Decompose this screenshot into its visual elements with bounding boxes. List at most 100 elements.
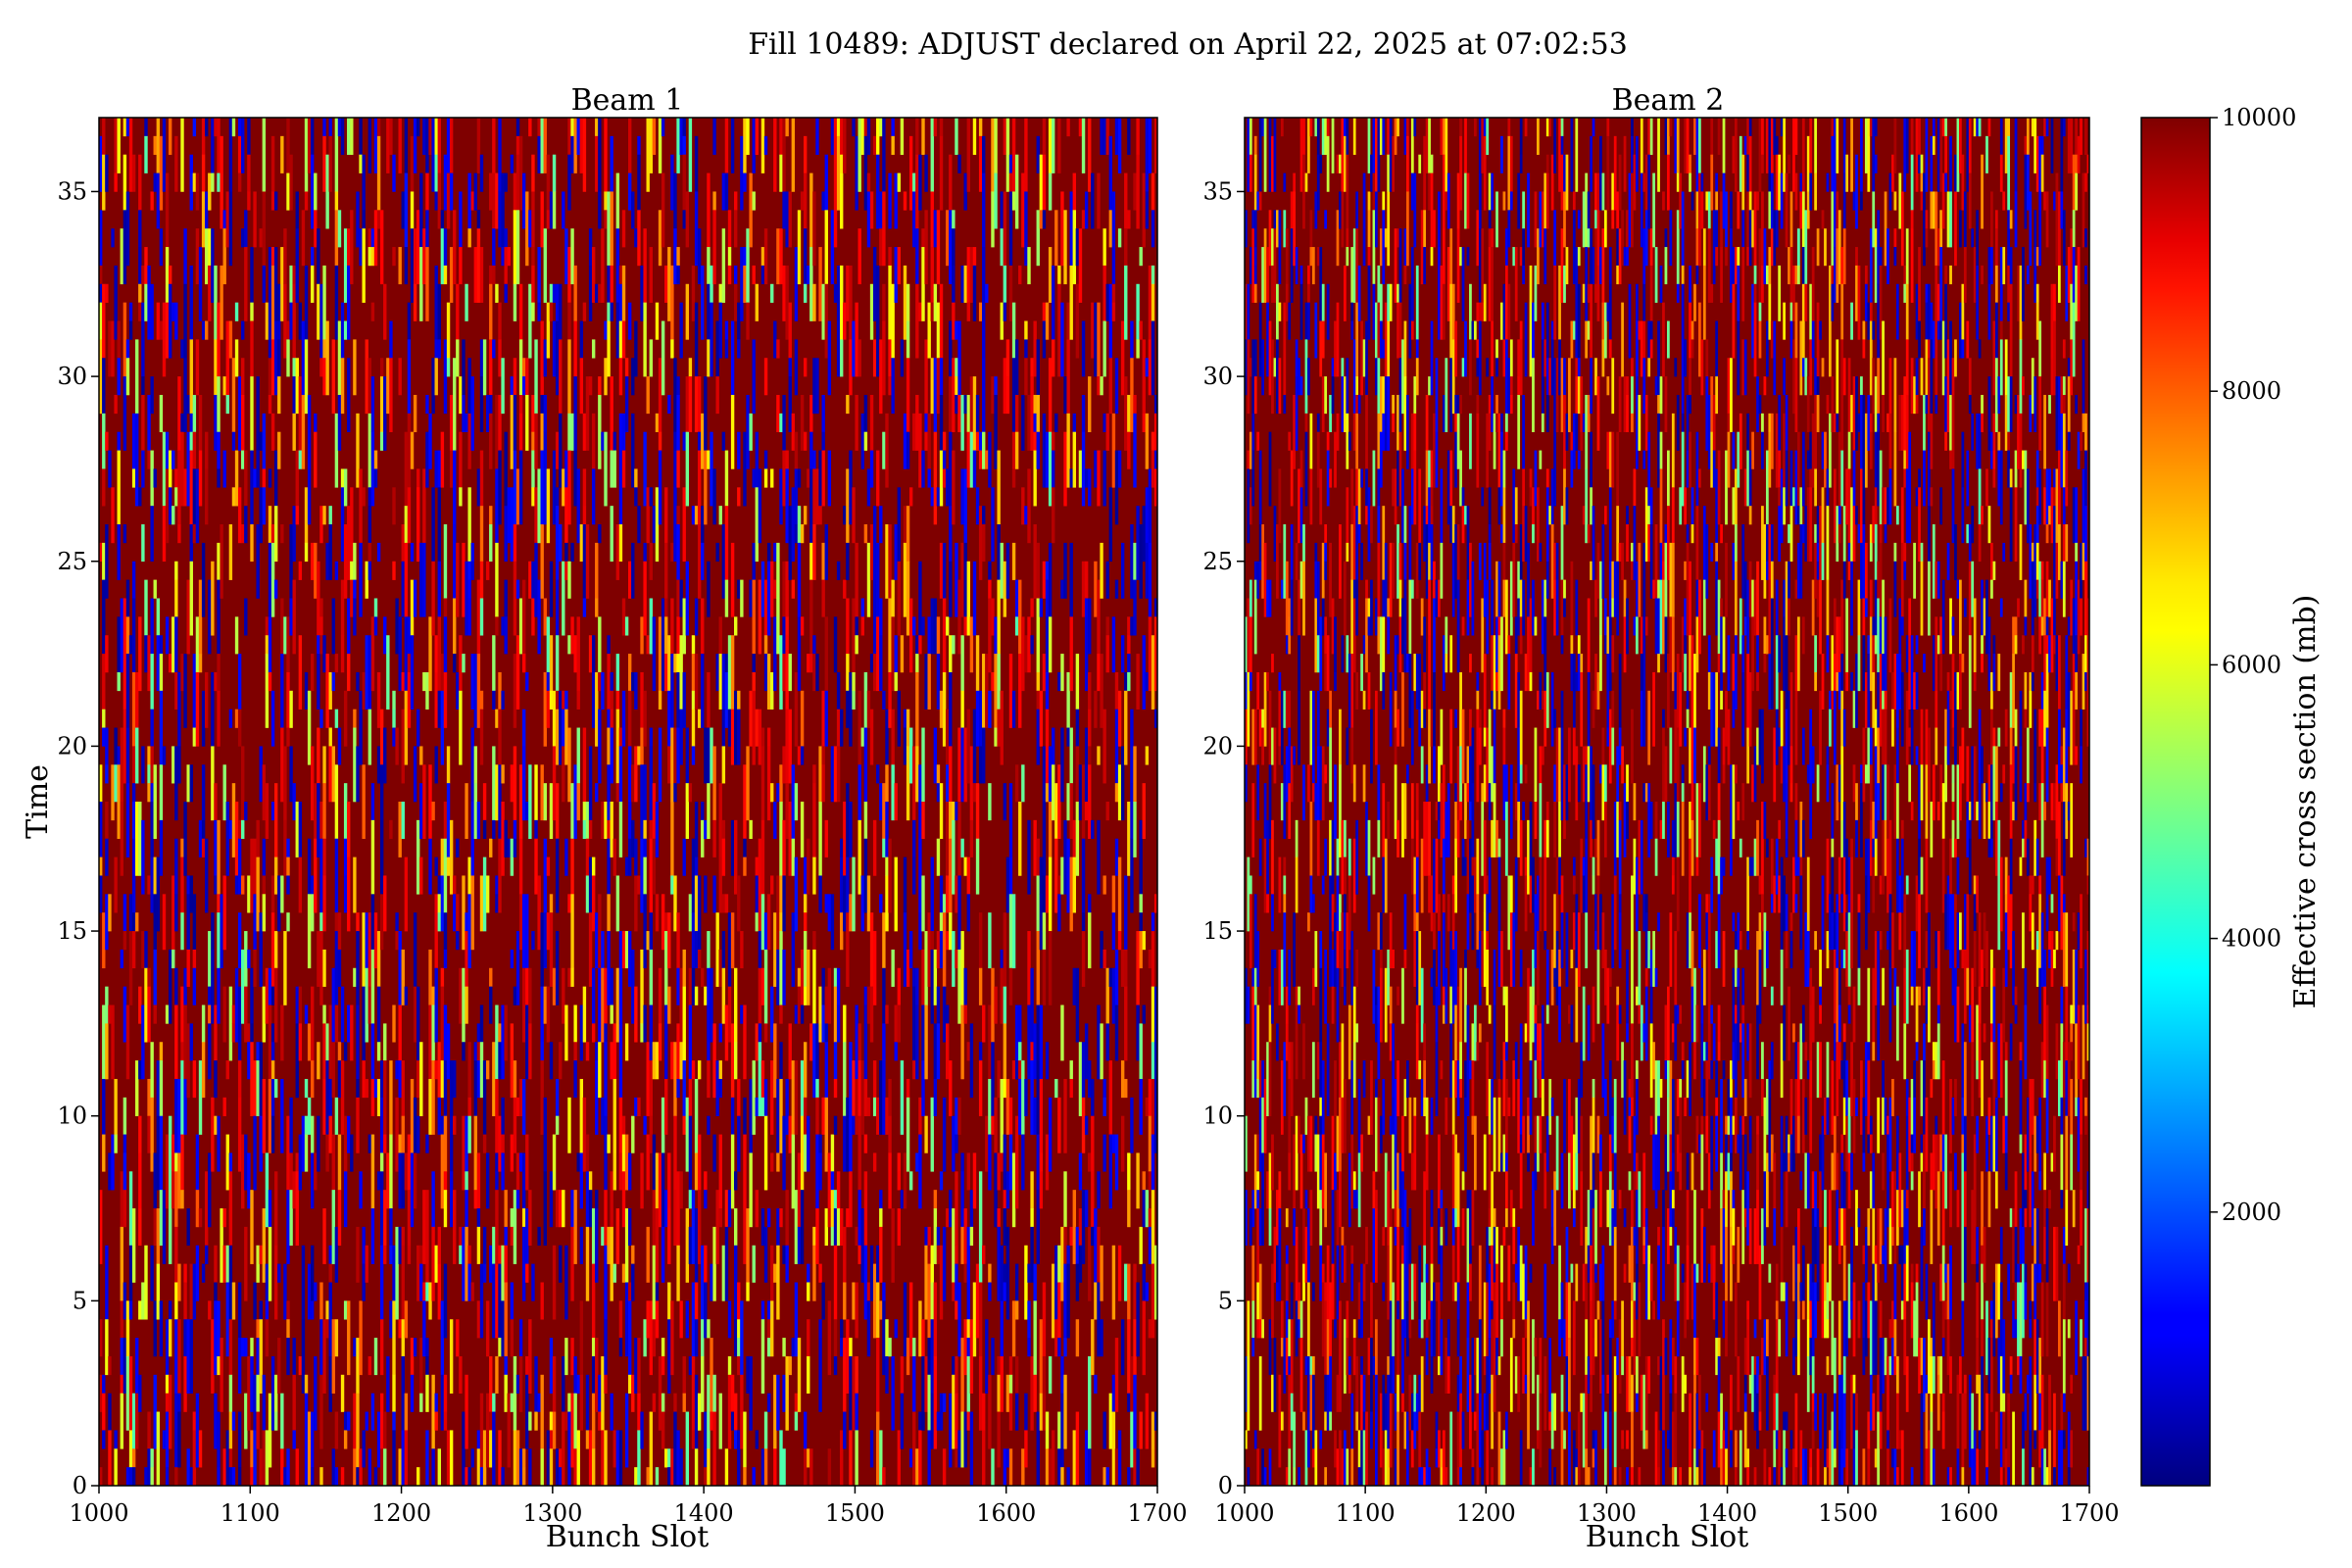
heatmap-cell: [855, 1393, 858, 1431]
heatmap-cell: [286, 172, 290, 211]
heatmap-cell: [525, 1263, 529, 1283]
heatmap-cell: [1314, 1134, 1318, 1172]
heatmap-cell: [518, 1152, 523, 1172]
heatmap-cell: [1324, 1152, 1328, 1228]
heatmap-cell: [102, 1078, 106, 1135]
heatmap-cell: [1278, 302, 1282, 321]
heatmap-cell: [897, 1171, 902, 1191]
heatmap-cell: [189, 413, 193, 432]
heatmap-cell: [410, 1338, 415, 1376]
heatmap-cell: [449, 1115, 454, 1172]
heatmap-cell: [1036, 542, 1040, 599]
heatmap-cell: [177, 524, 181, 544]
heatmap-cell: [1280, 949, 1284, 1005]
heatmap-cell: [906, 283, 910, 321]
heatmap-cell: [543, 1097, 547, 1172]
heatmap-cell: [1355, 579, 1359, 599]
heatmap-cell: [1365, 802, 1368, 876]
heatmap-cell: [1030, 1208, 1034, 1228]
heatmap-cell: [1293, 746, 1297, 765]
heatmap-cell: [1030, 1042, 1034, 1061]
heatmap-cell: [389, 1245, 393, 1264]
heatmap-cell: [624, 1393, 629, 1468]
heatmap-cell: [933, 1023, 938, 1080]
heatmap-cell: [1084, 191, 1089, 229]
heatmap-cell: [637, 875, 641, 895]
heatmap-cell: [1124, 671, 1128, 692]
heatmap-cell: [715, 1060, 719, 1116]
heatmap-cell: [456, 339, 460, 377]
heatmap-cell: [664, 1078, 668, 1135]
heatmap-cell: [128, 1171, 133, 1247]
heatmap-cell: [1288, 727, 1292, 784]
heatmap-cell: [504, 1004, 508, 1061]
heatmap-cell: [1299, 561, 1303, 599]
heatmap-cell: [231, 1004, 236, 1024]
heatmap-cell: [685, 727, 690, 784]
heatmap-cell: [1120, 1115, 1125, 1172]
heatmap-cell: [876, 764, 880, 784]
heatmap-cell: [610, 265, 613, 303]
heatmap-cell: [1120, 635, 1125, 673]
heatmap-cell: [292, 413, 296, 451]
heatmap-cell: [220, 265, 223, 340]
heatmap-cell: [912, 191, 916, 248]
heatmap-cell: [807, 838, 810, 895]
heatmap-cell: [963, 1208, 967, 1264]
heatmap-cell: [1011, 894, 1016, 969]
heatmap-cell: [311, 654, 315, 692]
heatmap-cell: [1285, 283, 1289, 321]
heatmap-cell: [153, 579, 157, 599]
heatmap-cell: [228, 1467, 233, 1487]
heatmap-cell: [900, 1060, 905, 1135]
heatmap-cell: [776, 542, 780, 599]
heatmap-cell: [286, 1448, 290, 1487]
heatmap-cell: [304, 671, 309, 710]
heatmap-cell: [189, 1023, 193, 1061]
heatmap-cell: [1072, 172, 1076, 211]
heatmap-cell: [652, 1042, 657, 1080]
heatmap-cell: [398, 358, 402, 396]
heatmap-cell: [1151, 1042, 1155, 1080]
heatmap-cell: [924, 931, 928, 1005]
heatmap-cell: [701, 819, 705, 858]
heatmap-cell: [1127, 118, 1131, 156]
heatmap-cell: [482, 1060, 487, 1135]
heatmap-cell: [807, 1355, 810, 1394]
heatmap-cell: [1027, 1338, 1031, 1357]
heatmap-cell: [1355, 468, 1359, 507]
heatmap-cell: [1271, 265, 1274, 303]
heatmap-cell: [456, 931, 460, 951]
heatmap-cell: [125, 339, 130, 359]
heatmap-cell: [640, 949, 644, 1024]
heatmap-cell: [1151, 450, 1155, 488]
heatmap-cell: [331, 1134, 335, 1191]
heatmap-cell: [701, 802, 705, 821]
heatmap-cell: [637, 1097, 641, 1116]
heatmap-cell: [840, 838, 844, 858]
heatmap-cell: [652, 118, 657, 156]
heatmap-cell: [138, 154, 142, 211]
heatmap-cell: [241, 819, 245, 840]
heatmap-cell: [807, 1263, 810, 1283]
heatmap-cell: [153, 172, 157, 192]
heatmap-cell: [707, 1319, 710, 1339]
heatmap-cell: [1000, 1078, 1004, 1153]
heatmap-cell: [298, 1023, 303, 1061]
heatmap-cell: [1151, 431, 1155, 451]
heatmap-cell: [1295, 819, 1298, 858]
heatmap-cell: [510, 1134, 514, 1172]
heatmap-cell: [370, 949, 375, 1024]
heatmap-cell: [991, 118, 995, 192]
heatmap-cell: [712, 819, 716, 858]
heatmap-cell: [673, 1042, 677, 1116]
heatmap-cell: [122, 376, 127, 451]
heatmap-cell: [879, 118, 883, 137]
heatmap-cell: [1329, 1411, 1332, 1431]
heatmap-cell: [253, 949, 257, 987]
heatmap-cell: [168, 1115, 172, 1191]
heatmap-cell: [872, 339, 877, 377]
heatmap-cell: [1148, 616, 1152, 692]
heatmap-cell: [102, 1004, 106, 1080]
heatmap-cell: [766, 561, 771, 636]
